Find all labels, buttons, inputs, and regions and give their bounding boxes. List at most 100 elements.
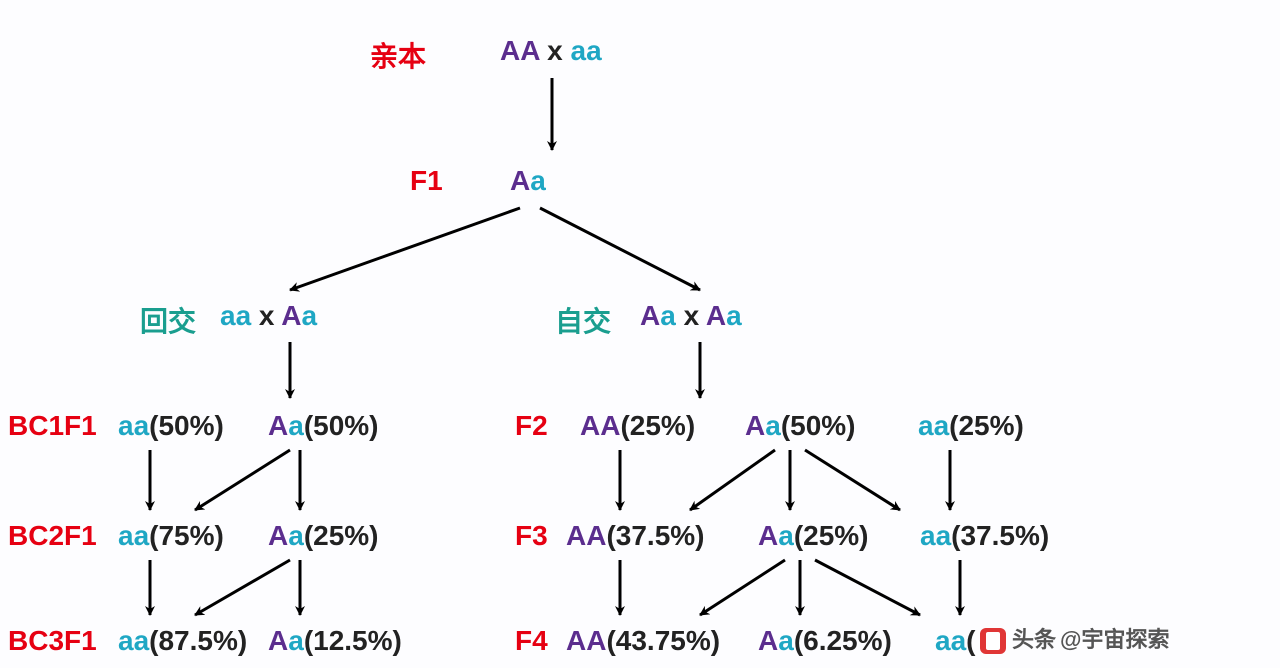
backcross-label: 回交 <box>140 300 196 340</box>
bc3-Aa-seg: (12.5%) <box>304 625 402 656</box>
a-bc1-Aa-l <box>195 450 290 510</box>
f1-label: F1 <box>410 165 443 197</box>
watermark-logo-icon <box>980 628 1006 654</box>
f2-Aa-seg: a <box>765 410 781 441</box>
f1-geno: Aa <box>510 165 546 197</box>
parent-cross: AA x aa <box>500 35 602 67</box>
a-f3-Aa-r <box>815 560 920 615</box>
bc1f1-label-seg: BC1F1 <box>8 410 97 441</box>
bc1-aa-seg: aa <box>118 410 149 441</box>
f1-geno-seg: A <box>510 165 530 196</box>
parent-cross-seg: aa <box>571 35 602 66</box>
bc3-aa-seg: (87.5%) <box>149 625 247 656</box>
f2-Aa-seg: A <box>745 410 765 441</box>
backcross-label-seg: 回交 <box>140 306 196 337</box>
a-f1-right <box>540 208 700 290</box>
f2-aa-seg: aa <box>918 410 949 441</box>
bc2-Aa-seg: a <box>288 520 304 551</box>
parent-label-seg: 亲本 <box>370 41 426 72</box>
f4-aa-seg: ( <box>966 625 975 656</box>
a-f3-Aa-l <box>700 560 785 615</box>
bc3-Aa-seg: a <box>288 625 304 656</box>
f2-Aa-seg: (50%) <box>781 410 856 441</box>
parent-label: 亲本 <box>370 35 426 75</box>
bc2-Aa: Aa(25%) <box>268 520 379 552</box>
f3-aa-seg: (37.5%) <box>951 520 1049 551</box>
watermark-text-right: @宇宙探索 <box>1060 627 1169 652</box>
f3-aa: aa(37.5%) <box>920 520 1049 552</box>
backcross-cross-seg: x <box>251 300 281 331</box>
bc2-Aa-seg: A <box>268 520 288 551</box>
f2-label-seg: F2 <box>515 410 548 441</box>
a-f2-Aa-r <box>805 450 900 510</box>
f3-Aa-seg: A <box>758 520 778 551</box>
bc3-Aa-seg: A <box>268 625 288 656</box>
f3-aa-seg: aa <box>920 520 951 551</box>
backcross-cross-seg: aa <box>220 300 251 331</box>
selfing-cross-seg: x <box>676 300 706 331</box>
f2-aa: aa(25%) <box>918 410 1024 442</box>
bc2-Aa-seg: (25%) <box>304 520 379 551</box>
bc2-aa-seg: (75%) <box>149 520 224 551</box>
a-bc2-Aa-l <box>195 560 290 615</box>
f1-label-seg: F1 <box>410 165 443 196</box>
f2-AA: AA(25%) <box>580 410 695 442</box>
selfing-cross-seg: A <box>640 300 660 331</box>
bc2f1-label-seg: BC2F1 <box>8 520 97 551</box>
bc1-Aa-seg: A <box>268 410 288 441</box>
bc2f1-label: BC2F1 <box>8 520 97 552</box>
bc3-Aa: Aa(12.5%) <box>268 625 402 657</box>
parent-cross-seg: x <box>539 35 570 66</box>
backcross-cross-seg: a <box>301 300 317 331</box>
f3-Aa-seg: a <box>778 520 794 551</box>
selfing-cross-seg: a <box>726 300 742 331</box>
bc1-aa-seg: (50%) <box>149 410 224 441</box>
f2-AA-seg: AA <box>580 410 620 441</box>
parent-cross-seg: AA <box>500 35 539 66</box>
f2-aa-seg: (25%) <box>949 410 1024 441</box>
f2-Aa: Aa(50%) <box>745 410 856 442</box>
bc3f1-label: BC3F1 <box>8 625 97 657</box>
bc1-aa: aa(50%) <box>118 410 224 442</box>
bc3-aa: aa(87.5%) <box>118 625 247 657</box>
f3-label: F3 <box>515 520 548 552</box>
f3-Aa-seg: (25%) <box>794 520 869 551</box>
selfing-label-seg: 自交 <box>555 306 611 337</box>
f3-Aa: Aa(25%) <box>758 520 869 552</box>
f2-label: F2 <box>515 410 548 442</box>
bc3-aa-seg: aa <box>118 625 149 656</box>
f4-AA: AA(43.75%) <box>566 625 720 657</box>
f4-Aa-seg: a <box>778 625 794 656</box>
f3-AA-seg: AA <box>566 520 606 551</box>
selfing-cross-seg: a <box>660 300 676 331</box>
f4-aa: aa( <box>935 625 975 657</box>
selfing-cross: Aa x Aa <box>640 300 742 332</box>
f4-AA-seg: (43.75%) <box>606 625 720 656</box>
bc3f1-label-seg: BC3F1 <box>8 625 97 656</box>
watermark: 头条@宇宙探索 <box>980 622 1169 654</box>
f4-AA-seg: AA <box>566 625 606 656</box>
selfing-label: 自交 <box>555 300 611 340</box>
f2-AA-seg: (25%) <box>620 410 695 441</box>
bc1-Aa: Aa(50%) <box>268 410 379 442</box>
a-f1-left <box>290 208 520 290</box>
backcross-cross-seg: A <box>281 300 301 331</box>
f1-geno-seg: a <box>530 165 546 196</box>
watermark-text-left: 头条 <box>1012 627 1056 652</box>
f4-label: F4 <box>515 625 548 657</box>
bc2-aa-seg: aa <box>118 520 149 551</box>
bc1f1-label: BC1F1 <box>8 410 97 442</box>
a-f2-Aa-l <box>690 450 775 510</box>
f4-Aa-seg: A <box>758 625 778 656</box>
f4-Aa-seg: (6.25%) <box>794 625 892 656</box>
bc1-Aa-seg: (50%) <box>304 410 379 441</box>
bc1-Aa-seg: a <box>288 410 304 441</box>
f3-label-seg: F3 <box>515 520 548 551</box>
bc2-aa: aa(75%) <box>118 520 224 552</box>
f4-aa-seg: aa <box>935 625 966 656</box>
f4-label-seg: F4 <box>515 625 548 656</box>
backcross-cross: aa x Aa <box>220 300 317 332</box>
f4-Aa: Aa(6.25%) <box>758 625 892 657</box>
f3-AA: AA(37.5%) <box>566 520 705 552</box>
selfing-cross-seg: A <box>706 300 726 331</box>
